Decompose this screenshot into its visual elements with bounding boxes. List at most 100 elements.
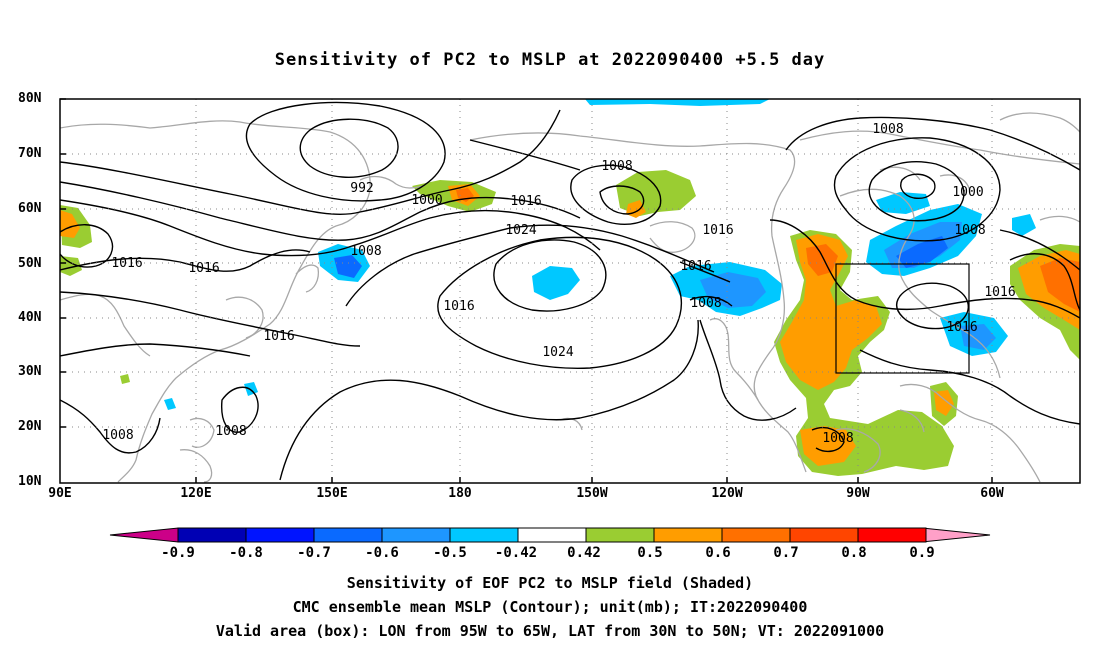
contour-label-layer: 992 1000 1008 1016 1016 1016 1024 1016 1…: [102, 122, 1015, 446]
contour-label: 1008: [954, 223, 985, 238]
shade-blob: [700, 272, 766, 308]
isobar: [60, 291, 361, 347]
isobar: [60, 199, 601, 257]
contour-label: 1008: [215, 424, 246, 439]
isobar: [699, 319, 797, 421]
colorbar-label: -0.8: [229, 545, 263, 561]
colorbar-label: -0.9: [161, 545, 195, 561]
shade-blob: [532, 266, 580, 300]
contour-label: 1024: [542, 345, 573, 360]
shade-blob: [244, 382, 258, 396]
lon-label-150e: 150E: [316, 486, 348, 501]
colorbar-label: 0.5: [637, 545, 663, 561]
isobar: [279, 319, 699, 481]
coastline: [799, 130, 1080, 165]
shade-blob: [60, 210, 80, 238]
caption-line-2: CMC ensemble mean MSLP (Contour); unit(m…: [292, 598, 808, 616]
coastline: [649, 221, 696, 253]
contour-label: 1016: [680, 259, 711, 274]
map-title: Sensitivity of PC2 to MSLP at 2022090400…: [274, 50, 826, 70]
colorbar-segment: [245, 527, 315, 543]
lon-label-120w: 120W: [711, 486, 743, 501]
shade-blob: [164, 398, 176, 410]
contour-label: 1008: [601, 159, 632, 174]
colorbar-segment: [857, 527, 927, 543]
isobar: [299, 118, 399, 178]
isobar: [469, 139, 581, 171]
coastline: [1039, 215, 1080, 223]
isobar: [60, 224, 114, 268]
isobar: [493, 239, 607, 312]
coastline: [359, 175, 425, 189]
contour-label: 1008: [350, 244, 381, 259]
colorbar-label: 0.9: [909, 545, 935, 561]
colorbar-segment: [449, 527, 519, 543]
isobar: [60, 181, 581, 241]
shade-blob: [896, 236, 948, 268]
colorbar-high-triangle: [921, 527, 991, 543]
coastline: [225, 296, 264, 339]
isobar: [245, 101, 446, 202]
coastline: [709, 318, 759, 401]
isobar: [599, 185, 645, 215]
contour-label: 1016: [188, 261, 219, 276]
shade-blob: [120, 374, 130, 384]
isobar: [437, 236, 683, 369]
isobar: [345, 224, 715, 307]
isobar: [60, 109, 561, 215]
colorbar-segment: [381, 527, 451, 543]
shade-blob: [60, 256, 82, 276]
isobar: [60, 399, 161, 454]
isobar: [221, 386, 259, 433]
isobar: [60, 249, 311, 272]
contour-layer: [60, 101, 1080, 481]
lon-label-90w: 90W: [846, 486, 870, 501]
colorbar-label: -0.6: [365, 545, 399, 561]
isobar: [689, 295, 733, 307]
coastline: [839, 188, 1001, 379]
tick-marks: [60, 98, 993, 483]
colorbar-segment: [517, 527, 587, 543]
contour-label: 1016: [263, 329, 294, 344]
colorbar-segment: [585, 527, 655, 543]
shade-blob: [780, 234, 882, 390]
isobar: [833, 137, 1001, 242]
colorbar-segment: [721, 527, 791, 543]
contour-label: 1000: [952, 185, 983, 200]
lat-label-70n: 70N: [18, 146, 42, 161]
contour-label: 1008: [690, 296, 721, 311]
lat-label-60n: 60N: [18, 201, 42, 216]
colorbar: [109, 527, 991, 543]
isobar: [811, 426, 845, 453]
isobar: [859, 349, 1080, 425]
contour-label: 1016: [443, 299, 474, 314]
shade-blob: [806, 244, 838, 276]
colorbar-segment: [177, 527, 247, 543]
contour-label: 1000: [411, 193, 442, 208]
coastline: [295, 264, 320, 293]
shade-blob: [876, 192, 930, 214]
coastline: [939, 174, 971, 193]
isobar: [570, 164, 662, 225]
isobar: [60, 343, 251, 357]
colorbar-label: 0.8: [841, 545, 867, 561]
colorbar-segment: [789, 527, 859, 543]
colorbar-label: 0.6: [705, 545, 731, 561]
shade-blob: [800, 426, 856, 466]
coastline: [999, 112, 1080, 133]
contour-label: 1016: [946, 320, 977, 335]
isobar: [900, 173, 936, 199]
colorbar-segment: [313, 527, 383, 543]
lat-label-50n: 50N: [18, 256, 42, 271]
caption-line-1: Sensitivity of EOF PC2 to MSLP field (Sh…: [346, 574, 754, 592]
shade-blob: [934, 390, 954, 416]
isobar: [868, 161, 965, 222]
shade-blob: [585, 99, 770, 106]
lat-label-40n: 40N: [18, 310, 42, 325]
shade-blob: [334, 255, 362, 278]
coastline: [899, 383, 1041, 483]
lon-label-60w: 60W: [980, 486, 1004, 501]
coastline: [899, 409, 925, 433]
colorbar-label: 0.42: [567, 545, 601, 561]
